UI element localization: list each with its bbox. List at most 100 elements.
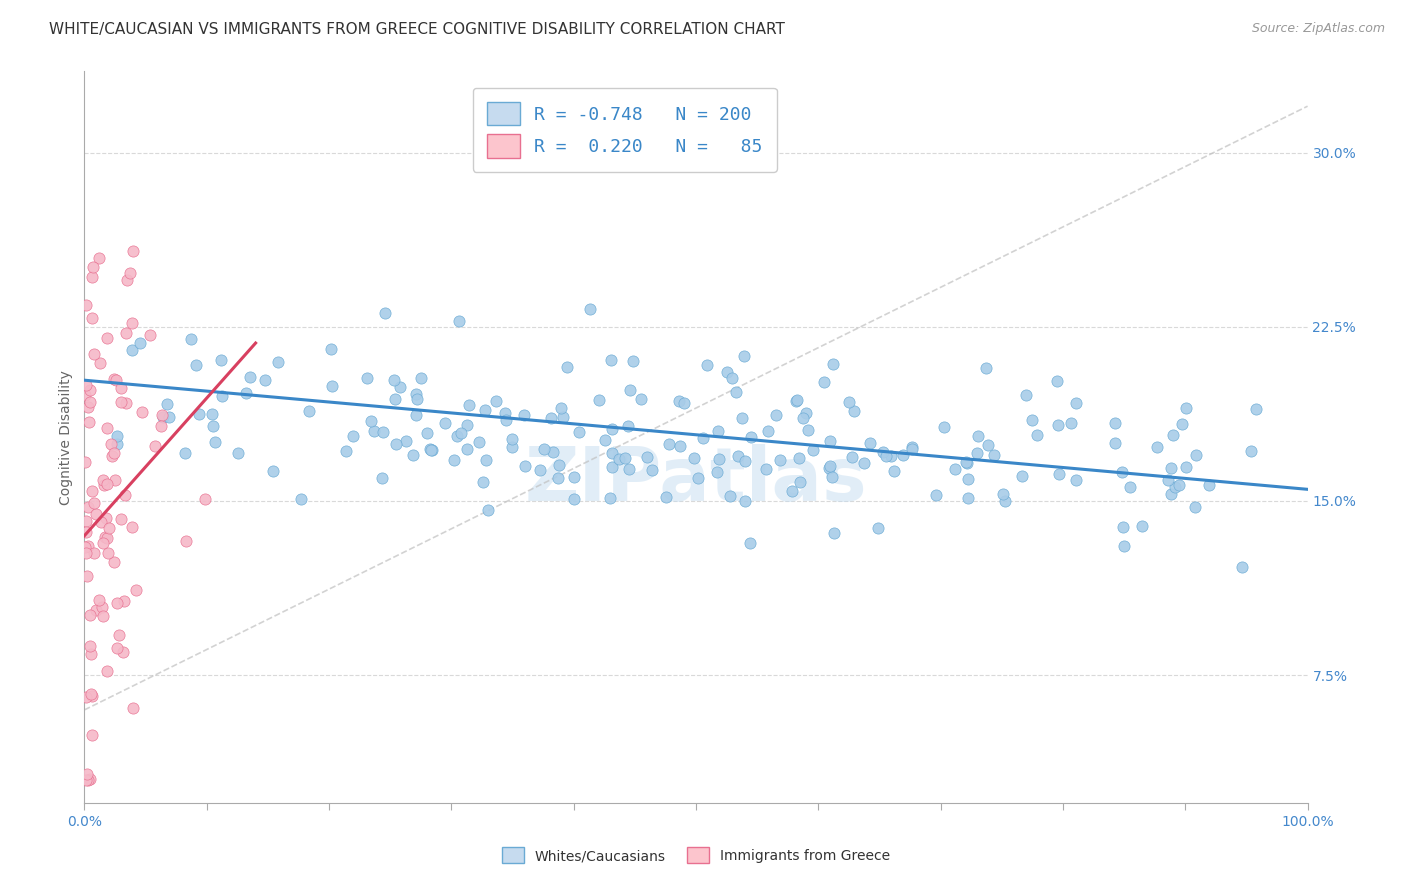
Point	[75, 524, 97, 539]
Point	[79, 639, 101, 653]
Point	[80, 311, 103, 326]
Point	[787, 451, 810, 466]
Point	[434, 416, 457, 430]
Point	[356, 370, 378, 384]
Point	[485, 393, 508, 408]
Point	[599, 491, 621, 505]
Point	[79, 648, 101, 662]
Point	[79, 607, 101, 622]
Point	[983, 448, 1005, 462]
Point	[100, 450, 122, 464]
Point	[600, 459, 623, 474]
Point	[956, 456, 979, 470]
Point	[384, 392, 406, 407]
Point	[733, 349, 755, 363]
Point	[755, 462, 778, 476]
Point	[79, 772, 101, 786]
Point	[801, 442, 824, 457]
Point	[150, 408, 173, 422]
Point	[966, 429, 988, 443]
Point	[495, 413, 517, 427]
Point	[419, 442, 441, 457]
Point	[321, 342, 343, 356]
Point	[641, 463, 664, 477]
Point	[786, 392, 808, 407]
Point	[89, 515, 111, 529]
Point	[943, 461, 966, 475]
Point	[194, 492, 217, 507]
Point	[668, 393, 690, 408]
Point	[593, 434, 616, 448]
Point	[467, 434, 489, 449]
Point	[821, 470, 844, 484]
Point	[668, 439, 690, 453]
Point	[75, 297, 97, 311]
Point	[75, 514, 97, 528]
Point	[993, 493, 1015, 508]
Point	[84, 508, 107, 522]
Point	[515, 459, 537, 474]
Point	[494, 407, 516, 421]
Point	[900, 440, 922, 454]
Point	[727, 449, 749, 463]
Point	[184, 358, 207, 372]
Point	[105, 595, 128, 609]
Point	[991, 487, 1014, 501]
Point	[129, 336, 152, 351]
Point	[617, 462, 640, 476]
Point	[564, 470, 586, 484]
Point	[446, 429, 468, 443]
Point	[1160, 461, 1182, 475]
Point	[89, 356, 111, 370]
Point	[103, 446, 125, 460]
Point	[617, 419, 640, 434]
Point	[420, 442, 443, 457]
Point	[547, 471, 569, 485]
Point	[792, 411, 814, 425]
Point	[80, 269, 103, 284]
Point	[1112, 539, 1135, 553]
Point	[957, 491, 980, 506]
Point	[75, 690, 97, 704]
Text: ZIPatlas: ZIPatlas	[524, 444, 868, 517]
Point	[103, 371, 125, 385]
Point	[91, 609, 114, 624]
Point	[110, 382, 132, 396]
Point	[110, 395, 132, 409]
Point	[290, 492, 312, 507]
Point	[121, 343, 143, 357]
Point	[298, 404, 321, 418]
Point	[79, 395, 101, 409]
Point	[1174, 460, 1197, 475]
Point	[599, 352, 621, 367]
Point	[883, 464, 905, 478]
Point	[97, 546, 120, 560]
Point	[180, 332, 202, 346]
Point	[756, 424, 779, 438]
Point	[405, 392, 427, 406]
Point	[725, 385, 748, 400]
Point	[409, 371, 432, 385]
Point	[342, 429, 364, 443]
Point	[1156, 473, 1178, 487]
Point	[859, 435, 882, 450]
Point	[1171, 417, 1194, 432]
Point	[110, 512, 132, 526]
Point	[420, 442, 443, 457]
Point	[105, 641, 128, 656]
Point	[734, 494, 756, 508]
Point	[77, 500, 100, 514]
Point	[75, 378, 97, 392]
Point	[395, 434, 418, 448]
Point	[1174, 401, 1197, 416]
Point	[501, 440, 523, 454]
Point	[447, 314, 470, 328]
Text: WHITE/CAUCASIAN VS IMMIGRANTS FROM GREECE COGNITIVE DISABILITY CORRELATION CHART: WHITE/CAUCASIAN VS IMMIGRANTS FROM GREEC…	[49, 22, 785, 37]
Point	[555, 359, 578, 374]
Point	[108, 628, 131, 642]
Point	[188, 407, 211, 421]
Point	[105, 437, 128, 451]
Point	[976, 437, 998, 451]
Point	[1066, 473, 1088, 487]
Point	[87, 593, 110, 607]
